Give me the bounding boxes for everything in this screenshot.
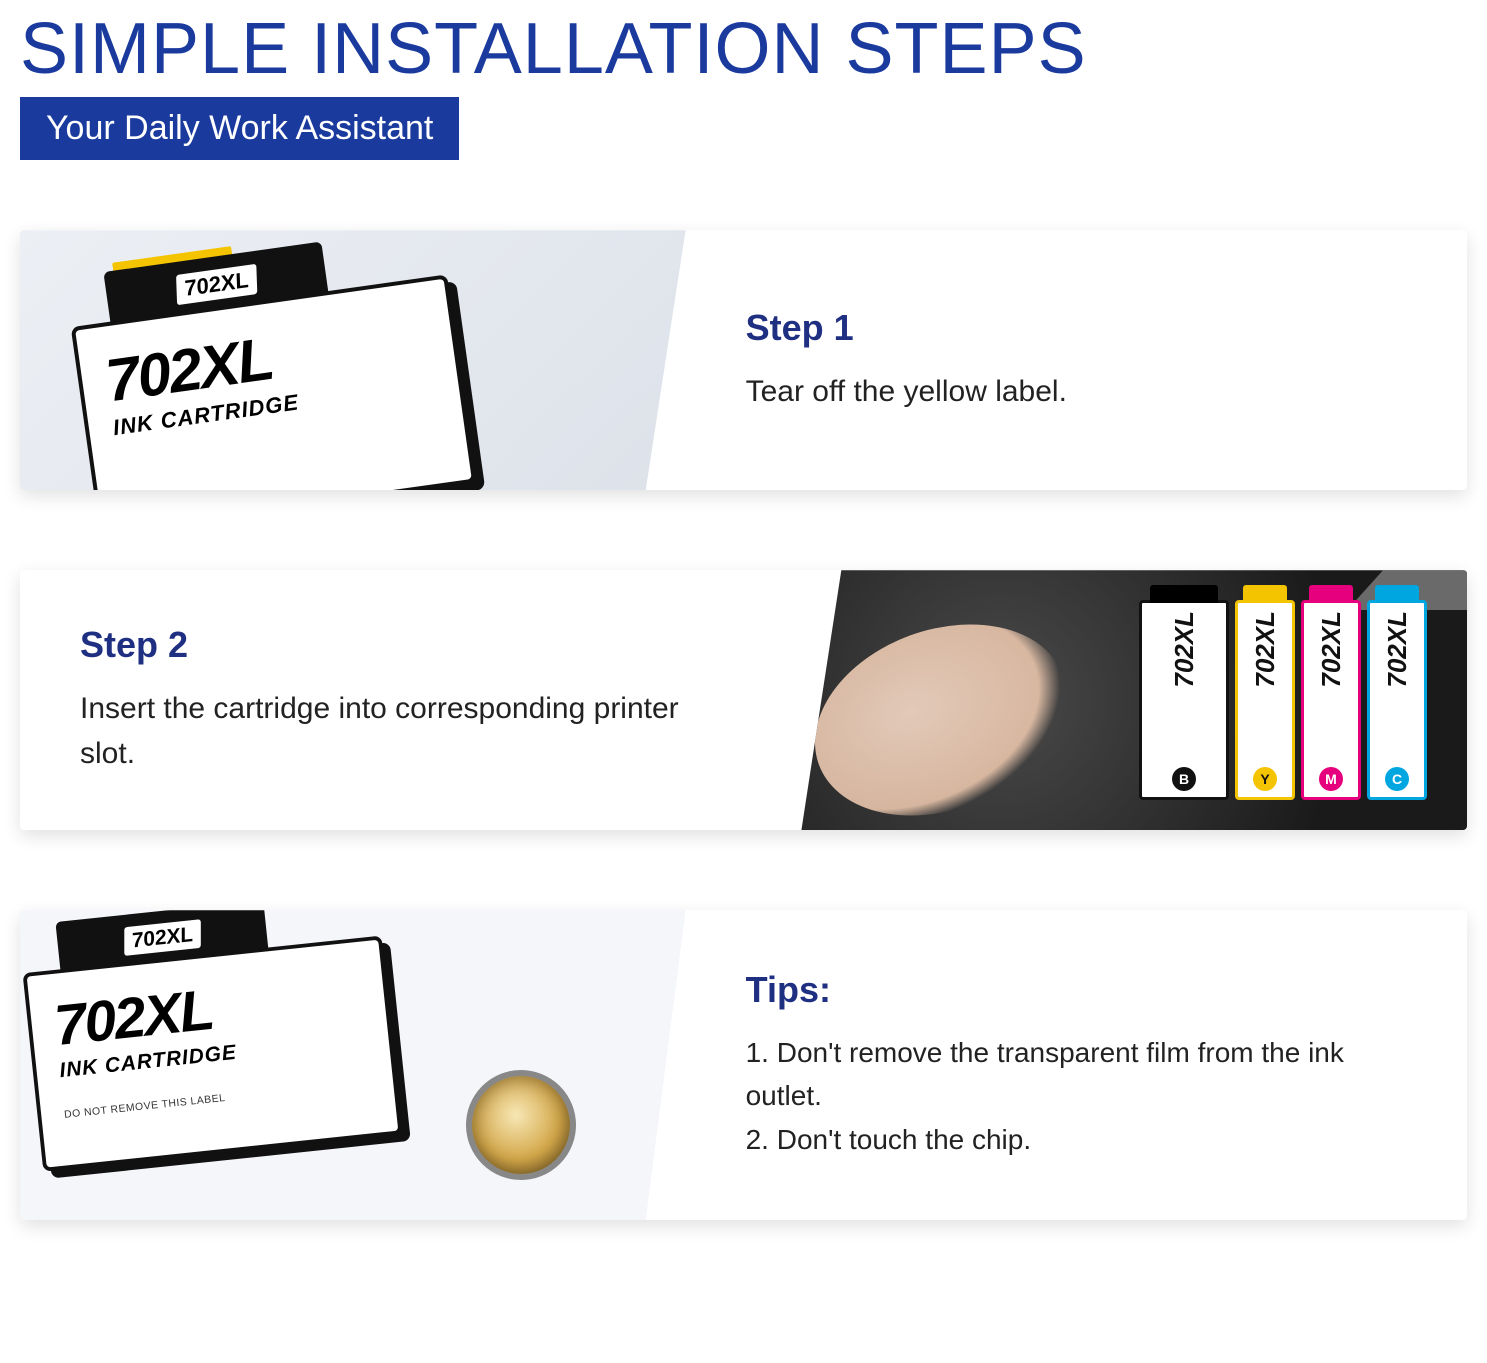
step-2-text: Step 2 Insert the cartridge into corresp… xyxy=(20,570,801,830)
cartridge-cap-icon xyxy=(1243,585,1286,603)
step-1-image: 702XL 702XL INK CARTRIDGE xyxy=(20,230,686,490)
tips-card: 702XL 702XL INK CARTRIDGE DO NOT REMOVE … xyxy=(20,910,1467,1220)
tips-item: 1. Don't remove the transparent film fro… xyxy=(746,1031,1407,1118)
mini-cartridge-label: 702XL xyxy=(1169,611,1200,688)
chip-icon xyxy=(466,1070,576,1180)
step-1-title: Step 1 xyxy=(746,307,1407,349)
step-card-1: 702XL 702XL INK CARTRIDGE Step 1 Tear of… xyxy=(20,230,1467,490)
cartridge-body: 702XL INK CARTRIDGE DO NOT REMOVE THIS L… xyxy=(23,936,403,1172)
step-2-desc: Insert the cartridge into corresponding … xyxy=(80,686,741,776)
cartridge-top-label: 702XL xyxy=(124,919,200,956)
mini-cartridge-label: 702XL xyxy=(1382,611,1413,688)
cartridge-row: 702XL B 702XL Y 702XL M 702XL C xyxy=(1139,600,1427,800)
color-dot-icon: B xyxy=(1172,767,1196,791)
cartridge-cap-icon xyxy=(1309,585,1352,603)
tips-image: 702XL 702XL INK CARTRIDGE DO NOT REMOVE … xyxy=(20,910,686,1220)
tips-title: Tips: xyxy=(746,969,1407,1011)
tips-text: Tips: 1. Don't remove the transparent fi… xyxy=(686,910,1467,1220)
page-title: SIMPLE INSTALLATION STEPS xyxy=(20,10,1467,89)
mini-cartridge-black: 702XL B xyxy=(1139,600,1229,800)
mini-cartridge-label: 702XL xyxy=(1316,611,1347,688)
mini-cartridge-cyan: 702XL C xyxy=(1367,600,1427,800)
tips-list: 1. Don't remove the transparent film fro… xyxy=(746,1031,1407,1161)
step-card-2: 702XL B 702XL Y 702XL M 702XL C Step 2 I… xyxy=(20,570,1467,830)
cartridge-top-label: 702XL xyxy=(176,264,257,305)
mini-cartridge-yellow: 702XL Y xyxy=(1235,600,1295,800)
color-dot-icon: Y xyxy=(1253,767,1277,791)
color-dot-icon: C xyxy=(1385,767,1409,791)
mini-cartridge-label: 702XL xyxy=(1250,611,1281,688)
tips-item: 2. Don't touch the chip. xyxy=(746,1118,1407,1161)
cartridge-illustration: 702XL 702XL INK CARTRIDGE xyxy=(44,230,496,490)
step-2-title: Step 2 xyxy=(80,624,741,666)
cartridge-cap-icon xyxy=(1375,585,1418,603)
step-2-image: 702XL B 702XL Y 702XL M 702XL C xyxy=(801,570,1467,830)
tips-cartridge-illustration: 702XL 702XL INK CARTRIDGE DO NOT REMOVE … xyxy=(20,910,421,1174)
step-1-desc: Tear off the yellow label. xyxy=(746,369,1407,414)
warning-label: DO NOT REMOVE THIS LABEL xyxy=(64,1077,371,1121)
color-dot-icon: M xyxy=(1319,767,1343,791)
mini-cartridge-magenta: 702XL M xyxy=(1301,600,1361,800)
step-1-text: Step 1 Tear off the yellow label. xyxy=(686,230,1467,490)
cartridge-cap-icon xyxy=(1150,585,1217,603)
page-subtitle: Your Daily Work Assistant xyxy=(20,97,459,160)
